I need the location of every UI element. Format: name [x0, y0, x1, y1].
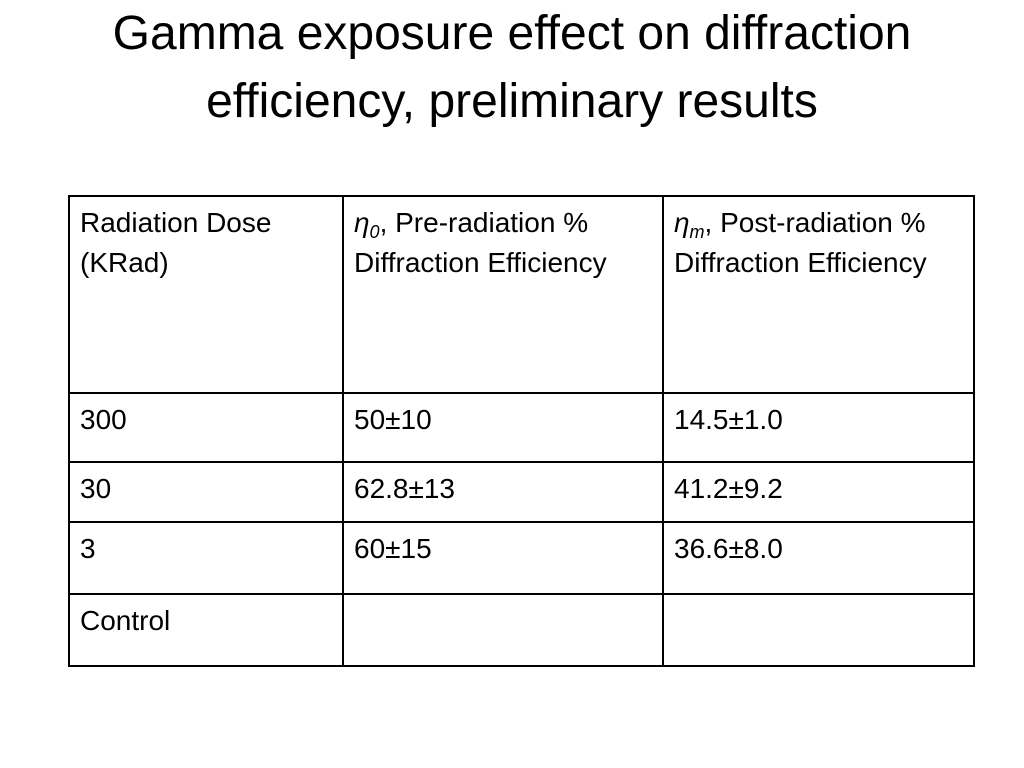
subscript: m: [689, 222, 705, 242]
table-cell: 300: [68, 392, 344, 463]
table-cell: Control: [68, 593, 344, 667]
empty-cell: [662, 593, 975, 667]
table-row: 30 62.8±13 41.2±9.2: [68, 461, 975, 523]
header-cell: Radiation Dose (KRad): [68, 195, 344, 394]
table-cell: 62.8±13: [342, 461, 664, 523]
table-row: 3 60±15 36.6±8.0: [68, 521, 975, 595]
table-row: Control: [68, 593, 975, 667]
table-row: 300 50±10 14.5±1.0: [68, 392, 975, 463]
results-table: Radiation Dose (KRad) η0, Pre-radiation %…: [68, 195, 975, 667]
table-cell: 36.6±8.0: [662, 521, 975, 595]
table-cell: 3: [68, 521, 344, 595]
table-cell: 14.5±1.0: [662, 392, 975, 463]
symbol: η: [354, 207, 370, 238]
table-cell: 60±15: [342, 521, 664, 595]
header-text: Radiation Dose (KRad): [80, 207, 272, 278]
header-cell: η0, Pre-radiation % Diffraction Efficien…: [342, 195, 664, 394]
header-text: , Pre-radiation % Diffraction Efficiency: [354, 207, 607, 278]
header-row: Radiation Dose (KRad) η0, Pre-radiation %…: [68, 195, 975, 394]
table-cell: 50±10: [342, 392, 664, 463]
header-cell: ηm, Post-radiation % Diffraction Efficie…: [662, 195, 975, 394]
table-cell: 30: [68, 461, 344, 523]
empty-cell: [342, 593, 664, 667]
slide-title: Gamma exposure effect on diffraction eff…: [112, 7, 912, 128]
subscript: 0: [369, 222, 380, 242]
symbol: η: [674, 207, 690, 238]
header-text: , Post-radiation % Diffraction Efficienc…: [674, 207, 927, 278]
table-cell: 41.2±9.2: [662, 461, 975, 523]
